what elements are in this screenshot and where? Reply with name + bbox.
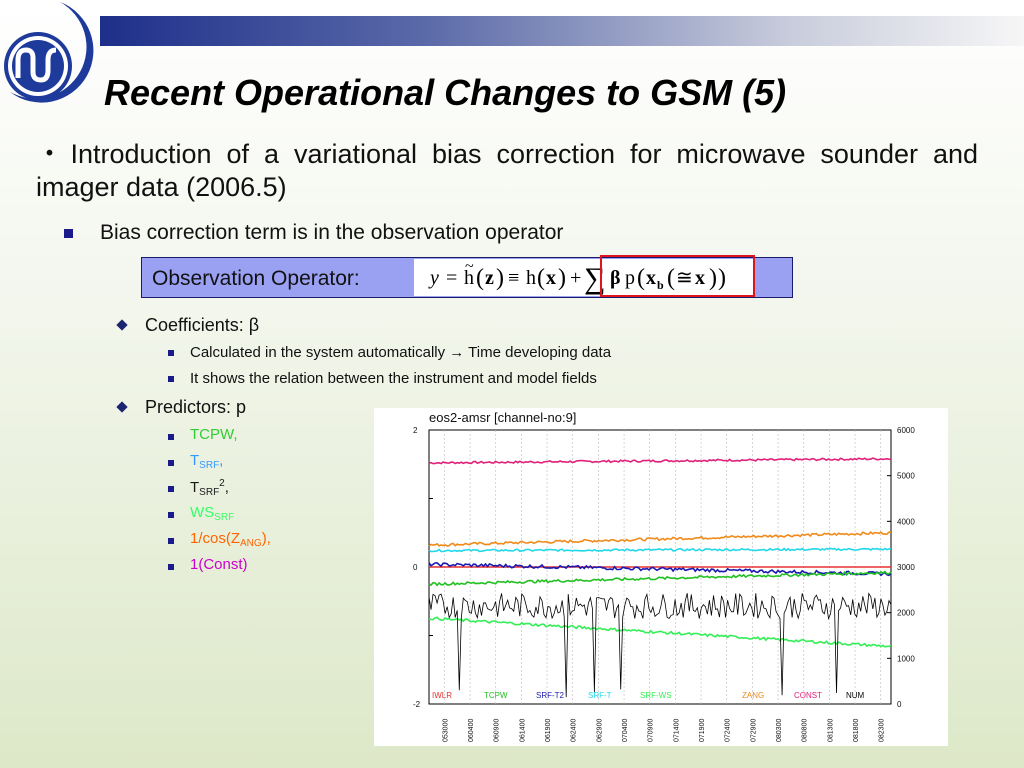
- svg-text:=: =: [446, 267, 457, 289]
- svg-text:(: (: [667, 265, 675, 291]
- bias-chart-svg: eos2-amsr [channel-no:9] 053000 060400 0609…: [413, 410, 915, 742]
- right-tick-label: 0: [897, 700, 902, 709]
- predictor-item: 1/cos(ZANG),: [190, 530, 271, 549]
- level3-bullet: [168, 376, 174, 382]
- svg-text:h: h: [464, 267, 474, 289]
- svg-text:(: (: [637, 265, 645, 291]
- observation-operator-box: Observation Operator: y = h ~ ( z ) ≡ h …: [141, 255, 793, 298]
- right-tick-label: 2000: [897, 609, 915, 618]
- coefficient-item-2: It shows the relation between the instru…: [190, 370, 597, 387]
- level3-bullet: [168, 434, 174, 440]
- right-tick-label: 4000: [897, 517, 915, 526]
- predictor-item: TSRF2,: [190, 478, 229, 498]
- right-tick-label: 5000: [897, 472, 915, 481]
- legend-entry: CONST: [794, 691, 822, 700]
- legend-entry: TCPW: [484, 691, 508, 700]
- svg-text:β: β: [610, 267, 621, 289]
- level3-bullet: [168, 538, 174, 544]
- x-tick-label: 081300: [827, 719, 834, 742]
- predictor-item: WSSRF: [190, 504, 235, 523]
- svg-text:x: x: [695, 267, 705, 289]
- left-tick-label: 0: [413, 563, 418, 572]
- bias-chart: eos2-amsr [channel-no:9] 053000 060400 0609…: [374, 408, 948, 746]
- right-tick-label: 6000: [897, 426, 915, 435]
- series-line-srf-t2: [428, 561, 892, 577]
- x-tick-label: 060900: [494, 719, 501, 742]
- x-tick-label: 062900: [596, 719, 603, 742]
- coefficients-label: Coefficients: β: [145, 315, 260, 335]
- formula-background: [414, 259, 754, 296]
- legend-entry: NUM: [846, 691, 865, 700]
- legend-entry: ZANG: [742, 691, 764, 700]
- left-tick-label: -2: [413, 700, 421, 709]
- right-tick-label: 3000: [897, 563, 915, 572]
- coefficient-item-1: Calculated in the system automatically →…: [190, 344, 612, 361]
- predictor-item: TCPW,: [190, 426, 238, 443]
- chart-title: eos2-amsr [channel-no:9]: [429, 410, 576, 425]
- svg-text:h: h: [526, 267, 536, 289]
- x-tick-label: 070400: [622, 719, 629, 742]
- series-line-zang: [428, 530, 892, 547]
- svg-text:x: x: [646, 267, 656, 289]
- x-tick-label: 081800: [853, 719, 860, 742]
- x-tick-label: 061900: [545, 719, 552, 742]
- svg-text:(: (: [476, 265, 484, 291]
- svg-text:y: y: [428, 267, 439, 289]
- predictor-item: TSRF,: [190, 452, 224, 471]
- x-tick-label: 060400: [468, 719, 475, 742]
- x-tick-label: 062400: [571, 719, 578, 742]
- level2-bullet: [116, 401, 128, 413]
- svg-text:b: b: [657, 278, 664, 292]
- x-tick-label: 080300: [776, 719, 783, 742]
- legend-entry: SRF-T: [588, 691, 612, 700]
- series-line-srf-t: [428, 547, 892, 553]
- left-tick-label: 2: [413, 426, 418, 435]
- svg-text:x: x: [546, 267, 556, 289]
- svg-text:~: ~: [465, 259, 474, 275]
- svg-text:+: +: [570, 267, 581, 289]
- series-line-tcpw: [428, 570, 892, 587]
- x-tick-label: 061400: [519, 719, 526, 742]
- level1-bullet: [64, 229, 73, 238]
- x-tick-label: 072400: [725, 719, 732, 742]
- svg-text:): ): [709, 265, 717, 291]
- bias-correction-bullet: Bias correction term is in the observati…: [100, 221, 564, 244]
- slide-title: Recent Operational Changes to GSM (5): [104, 72, 787, 113]
- svg-text:): ): [558, 265, 566, 291]
- svg-text:≅: ≅: [676, 267, 693, 289]
- x-tick-label: 071900: [699, 719, 706, 742]
- bias-term-highlight: [600, 255, 755, 297]
- svg-text:≡: ≡: [508, 267, 519, 289]
- svg-text:z: z: [485, 267, 494, 289]
- header-band: [100, 16, 1024, 46]
- predictor-item: 1(Const): [190, 556, 248, 573]
- level3-bullet: [168, 460, 174, 466]
- series-line-const: [428, 457, 892, 465]
- svg-text:): ): [718, 265, 726, 291]
- predictors-label: Predictors: p: [145, 397, 247, 417]
- x-tick-label: 070900: [648, 719, 655, 742]
- legend-entry: SRF-WS: [640, 691, 672, 700]
- agency-logo: [4, 2, 94, 103]
- level3-bullet: [168, 564, 174, 570]
- series-line-num: [428, 592, 892, 698]
- right-tick-label: 1000: [897, 654, 915, 663]
- observation-operator-label: Observation Operator:: [152, 267, 360, 290]
- level3-bullet: [168, 486, 174, 492]
- svg-text:): ): [496, 265, 504, 291]
- x-tick-label: 080800: [802, 719, 809, 742]
- level3-bullet: [168, 512, 174, 518]
- x-tick-label: 071400: [673, 719, 680, 742]
- legend-entry: SRF-T2: [536, 691, 565, 700]
- x-tick-label: 053000: [442, 719, 449, 742]
- legend-entry: IWLR: [432, 691, 452, 700]
- series-line-srf-ws: [428, 616, 892, 648]
- intro-text: ・Introduction of a variational bias corr…: [36, 139, 978, 202]
- svg-text:p: p: [625, 267, 635, 289]
- level3-bullet: [168, 350, 174, 356]
- level2-bullet: [116, 319, 128, 331]
- x-tick-label: 082300: [879, 719, 886, 742]
- x-tick-label: 072900: [750, 719, 757, 742]
- svg-text:(: (: [537, 265, 545, 291]
